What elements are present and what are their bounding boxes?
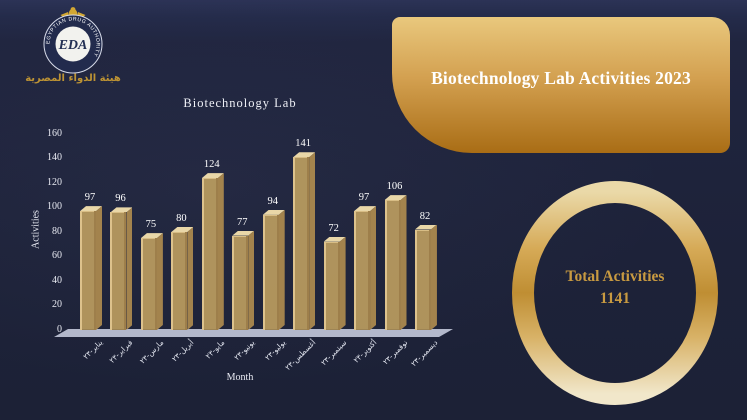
bar-side-face — [157, 233, 163, 330]
chart-title: Biotechnology Lab — [183, 96, 297, 110]
bar — [262, 214, 279, 330]
bar-side-face — [96, 206, 102, 330]
bar — [140, 238, 157, 330]
bar-top-face — [80, 206, 102, 212]
bar — [171, 232, 188, 330]
y-tick-label: 0 — [57, 323, 62, 335]
bar — [323, 241, 340, 330]
logo-arabic-name: هيئة الدواء المصرية — [25, 73, 121, 84]
bar-side-face — [340, 237, 346, 330]
bar — [414, 229, 431, 330]
bar-value-label: 75 — [145, 219, 157, 231]
y-tick-label: 80 — [52, 225, 62, 237]
bar-side-face — [248, 231, 254, 330]
bar-top-face — [171, 227, 194, 232]
bar-value-label: 97 — [358, 192, 370, 204]
bar-side-face — [126, 207, 132, 330]
x-axis-title: Month — [226, 372, 254, 383]
y-tick-label: 60 — [52, 250, 62, 261]
y-tick-label: 20 — [52, 299, 62, 310]
bar-side-face — [431, 225, 437, 330]
bar-value-label: 72 — [328, 222, 339, 234]
bar-top-face — [110, 207, 133, 213]
bar — [354, 211, 371, 330]
bar — [232, 235, 249, 330]
total-activities-value: 1141 — [599, 290, 631, 307]
bar — [293, 157, 310, 330]
y-tick-label: 160 — [47, 127, 62, 139]
bar-value-label: 106 — [386, 181, 403, 193]
total-activities-badge: Total Activities 1141 — [512, 266, 718, 310]
bar-value-label: 124 — [203, 159, 220, 171]
y-tick-label: 40 — [52, 274, 62, 286]
total-activities-label: Total Activities — [565, 268, 665, 285]
y-tick-label: 100 — [47, 201, 62, 212]
title-banner: Biotechnology Lab Activities 2023 — [392, 17, 730, 153]
bar-value-label: 96 — [115, 193, 126, 205]
bar-value-label: 82 — [419, 210, 431, 222]
bar — [80, 211, 96, 330]
bar-top-face — [262, 209, 285, 215]
bar-side-face — [309, 152, 315, 330]
bar-side-face — [370, 206, 376, 330]
bar-value-label: 80 — [176, 213, 187, 224]
bar-side-face — [218, 173, 224, 330]
slide-title: Biotechnology Lab Activities 2023 — [431, 67, 691, 88]
bar-value-label: 141 — [295, 138, 312, 150]
bar — [201, 178, 218, 330]
bar-top-face — [293, 152, 316, 158]
y-tick-label: 140 — [47, 152, 62, 163]
bar-top-face — [323, 236, 346, 242]
bar-side-face — [279, 210, 285, 330]
bar-side-face — [401, 195, 407, 330]
bar-top-face — [140, 233, 163, 239]
bar — [384, 200, 401, 330]
logo-acronym: EDA — [58, 38, 88, 53]
total-ring-icon — [512, 181, 718, 405]
bar-top-face — [414, 224, 437, 230]
bar-top-face — [354, 206, 377, 212]
bar-top-face — [232, 230, 255, 236]
bar — [110, 212, 127, 330]
y-tick-label: 120 — [47, 176, 62, 188]
eda-logo-icon: EGYPTIAN DRUG AUTHORITY EDA — [43, 7, 103, 74]
bar-top-face — [201, 173, 224, 179]
bar-value-label: 94 — [267, 195, 278, 207]
bar-value-label: 97 — [84, 192, 96, 204]
bar-top-face — [384, 195, 407, 201]
bar-value-label: 77 — [237, 216, 248, 228]
chart-3d-floor — [54, 329, 453, 337]
bar-side-face — [187, 227, 193, 330]
